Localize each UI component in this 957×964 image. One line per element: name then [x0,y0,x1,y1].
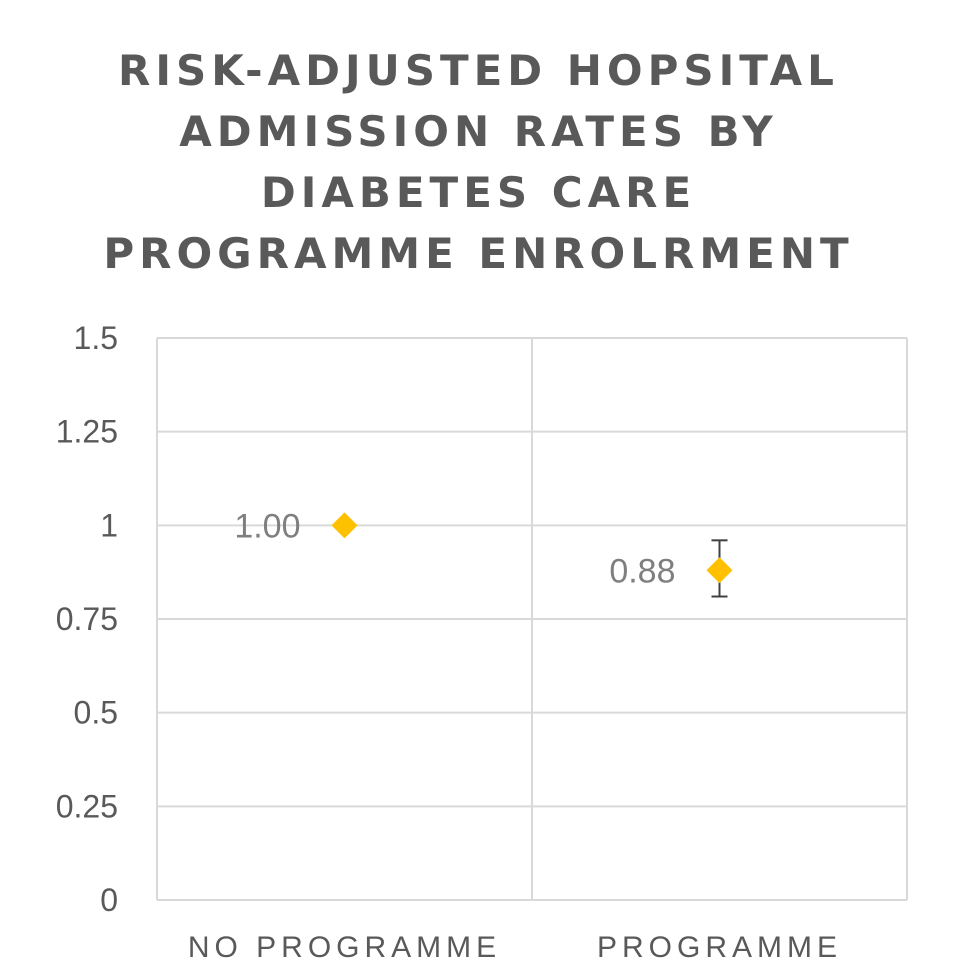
data-points [331,512,733,584]
y-tick-label: 1 [100,507,118,543]
gridlines [156,337,908,901]
y-tick-label: 0 [100,882,118,918]
y-tick-label: 0.75 [56,601,118,637]
x-tick-label: PROGRAMME [597,931,842,964]
data-label: 1.00 [234,507,300,545]
title-line: ADMISSION RATES BY [179,107,778,156]
y-tick-label: 1.5 [74,320,118,356]
y-axis-ticks: 0 0.25 0.5 0.75 1 1.25 1.5 [56,320,118,918]
data-point-diamond [706,557,733,584]
title-line: RISK-ADJUSTED HOPSITAL [118,46,839,95]
chart-title: RISK-ADJUSTED HOPSITAL ADMISSION RATES B… [40,40,917,284]
data-label: 0.88 [609,552,675,590]
data-labels: 1.00 0.88 [234,507,675,590]
y-tick-label: 0.25 [56,788,118,824]
x-tick-label: NO PROGRAMME [188,931,501,964]
x-axis-ticks: NO PROGRAMME PROGRAMME [188,931,842,964]
y-tick-label: 0.5 [74,695,118,731]
title-line: PROGRAMME ENROLRMENT [103,229,854,278]
title-line: DIABETES CARE [260,168,697,217]
y-tick-label: 1.25 [56,414,118,450]
data-point-diamond [331,512,358,539]
